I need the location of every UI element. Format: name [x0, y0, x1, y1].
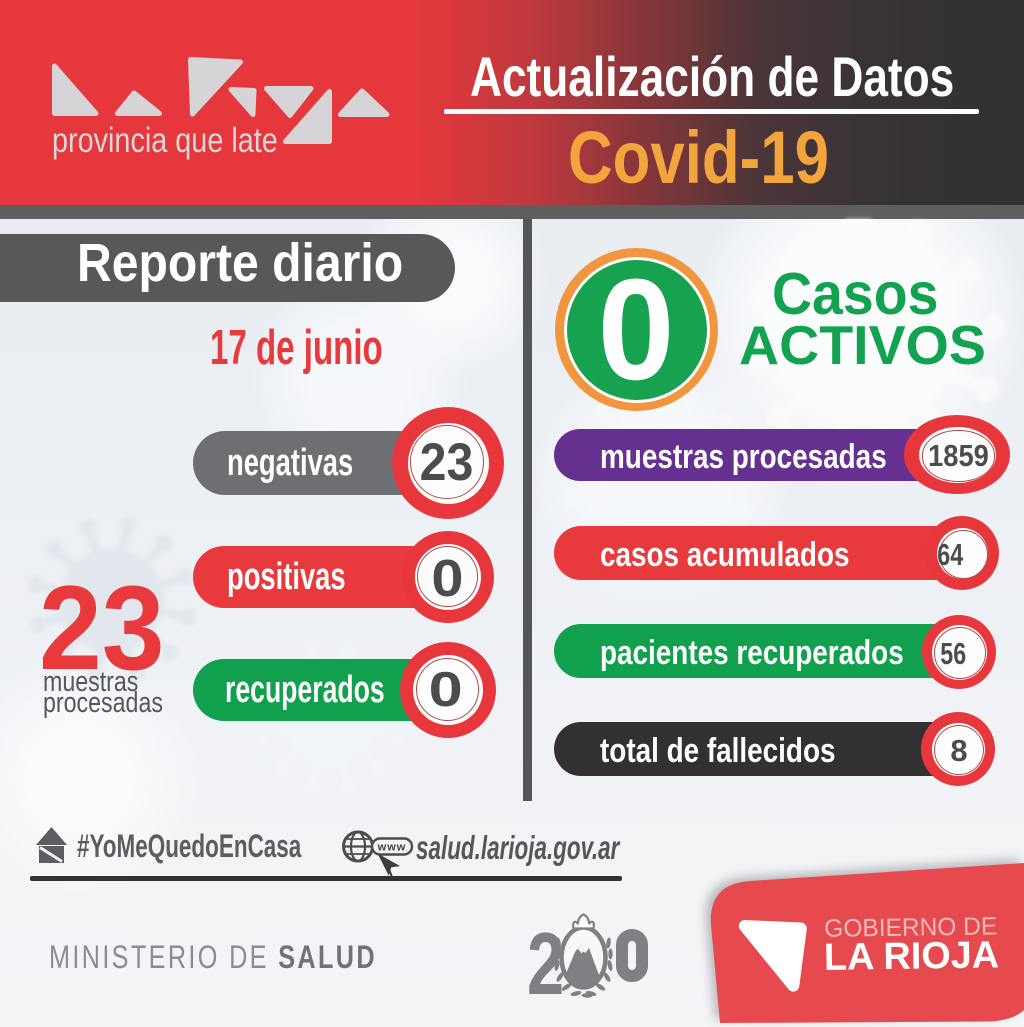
svg-text:www: www — [377, 842, 407, 854]
svg-text:GOBIERNO DE: GOBIERNO DE — [824, 912, 997, 942]
svg-text:LA RIOJA: LA RIOJA — [824, 934, 1000, 978]
